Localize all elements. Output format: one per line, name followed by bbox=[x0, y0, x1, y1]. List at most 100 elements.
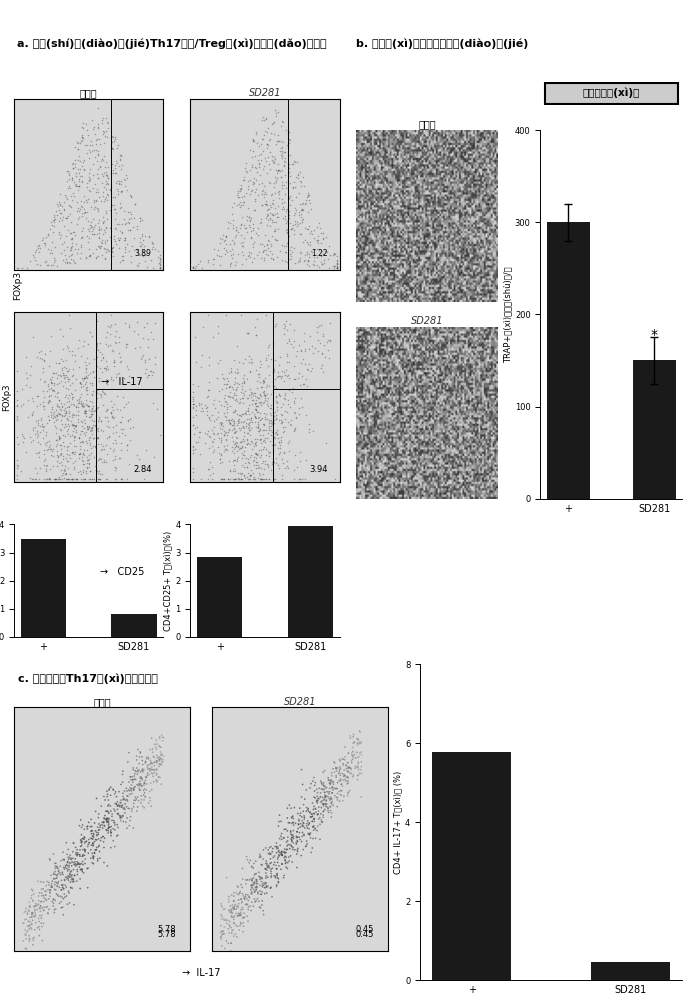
Point bbox=[77, 168, 88, 184]
Point bbox=[306, 201, 317, 217]
Point bbox=[221, 442, 232, 458]
Point bbox=[100, 235, 111, 251]
Point bbox=[115, 184, 126, 200]
Point bbox=[255, 871, 266, 887]
Point bbox=[108, 409, 119, 425]
Point bbox=[50, 409, 61, 425]
Point bbox=[271, 866, 283, 882]
Point bbox=[90, 217, 101, 233]
Point bbox=[246, 351, 257, 367]
Point bbox=[346, 753, 357, 769]
Point bbox=[86, 328, 97, 344]
Point bbox=[278, 199, 289, 215]
Point bbox=[251, 446, 262, 462]
Point bbox=[63, 885, 74, 901]
Point bbox=[278, 134, 289, 150]
Point bbox=[129, 323, 140, 339]
Point bbox=[332, 790, 343, 806]
Point bbox=[216, 911, 227, 927]
Point bbox=[28, 393, 39, 409]
Point bbox=[214, 230, 226, 246]
Point bbox=[56, 398, 68, 414]
Point bbox=[67, 238, 78, 254]
Point bbox=[240, 897, 251, 913]
Text: FOXp3: FOXp3 bbox=[13, 270, 22, 300]
Point bbox=[244, 186, 255, 202]
Point bbox=[132, 257, 143, 273]
Point bbox=[84, 832, 95, 848]
Point bbox=[245, 355, 256, 371]
Point bbox=[89, 402, 100, 418]
Point bbox=[241, 155, 252, 171]
Point bbox=[342, 770, 354, 786]
Point bbox=[93, 806, 104, 822]
Point bbox=[242, 411, 253, 427]
Point bbox=[100, 241, 111, 257]
Point bbox=[122, 361, 134, 377]
Point bbox=[251, 872, 262, 888]
Point bbox=[355, 735, 366, 751]
Point bbox=[17, 915, 29, 931]
Point bbox=[71, 471, 82, 487]
Point bbox=[236, 216, 247, 232]
Point bbox=[196, 400, 207, 416]
Point bbox=[244, 467, 255, 483]
Point bbox=[266, 415, 277, 431]
Point bbox=[67, 445, 78, 461]
Point bbox=[132, 777, 143, 793]
Point bbox=[103, 797, 114, 813]
Point bbox=[276, 861, 287, 877]
Point bbox=[121, 788, 132, 804]
Point bbox=[307, 226, 318, 242]
Point bbox=[61, 189, 72, 205]
Point bbox=[262, 456, 273, 472]
Point bbox=[108, 833, 119, 849]
Point bbox=[283, 205, 294, 221]
Point bbox=[81, 418, 93, 434]
Point bbox=[269, 471, 280, 487]
Point bbox=[214, 445, 225, 461]
Point bbox=[251, 124, 262, 140]
Point bbox=[127, 772, 138, 788]
Point bbox=[96, 232, 107, 248]
Point bbox=[103, 817, 114, 833]
Point bbox=[47, 443, 58, 459]
Point bbox=[246, 880, 257, 896]
Point bbox=[212, 426, 223, 442]
Point bbox=[127, 219, 139, 235]
Point bbox=[39, 346, 50, 362]
Point bbox=[278, 201, 290, 217]
Point bbox=[280, 244, 292, 260]
Point bbox=[77, 853, 88, 869]
Point bbox=[109, 817, 120, 833]
Point bbox=[121, 358, 132, 374]
Point bbox=[92, 413, 103, 429]
Point bbox=[247, 157, 258, 173]
Point bbox=[11, 412, 22, 428]
Point bbox=[68, 459, 79, 475]
Point bbox=[308, 253, 319, 269]
Point bbox=[58, 859, 69, 875]
Point bbox=[219, 919, 230, 935]
Point bbox=[35, 903, 46, 919]
Point bbox=[108, 343, 119, 359]
Point bbox=[260, 876, 271, 892]
Point bbox=[240, 450, 251, 466]
Point bbox=[116, 799, 127, 815]
Point bbox=[98, 385, 109, 401]
Point bbox=[280, 845, 292, 861]
Point bbox=[282, 823, 293, 839]
Point bbox=[38, 894, 49, 910]
Point bbox=[105, 404, 116, 420]
Point bbox=[276, 451, 287, 467]
Point bbox=[61, 210, 72, 226]
Point bbox=[278, 396, 289, 412]
Point bbox=[226, 360, 237, 376]
Point bbox=[90, 823, 101, 839]
Point bbox=[246, 878, 258, 894]
Point bbox=[101, 454, 112, 470]
Point bbox=[338, 767, 349, 783]
Point bbox=[134, 210, 145, 226]
Point bbox=[257, 433, 268, 449]
Point bbox=[262, 842, 274, 858]
